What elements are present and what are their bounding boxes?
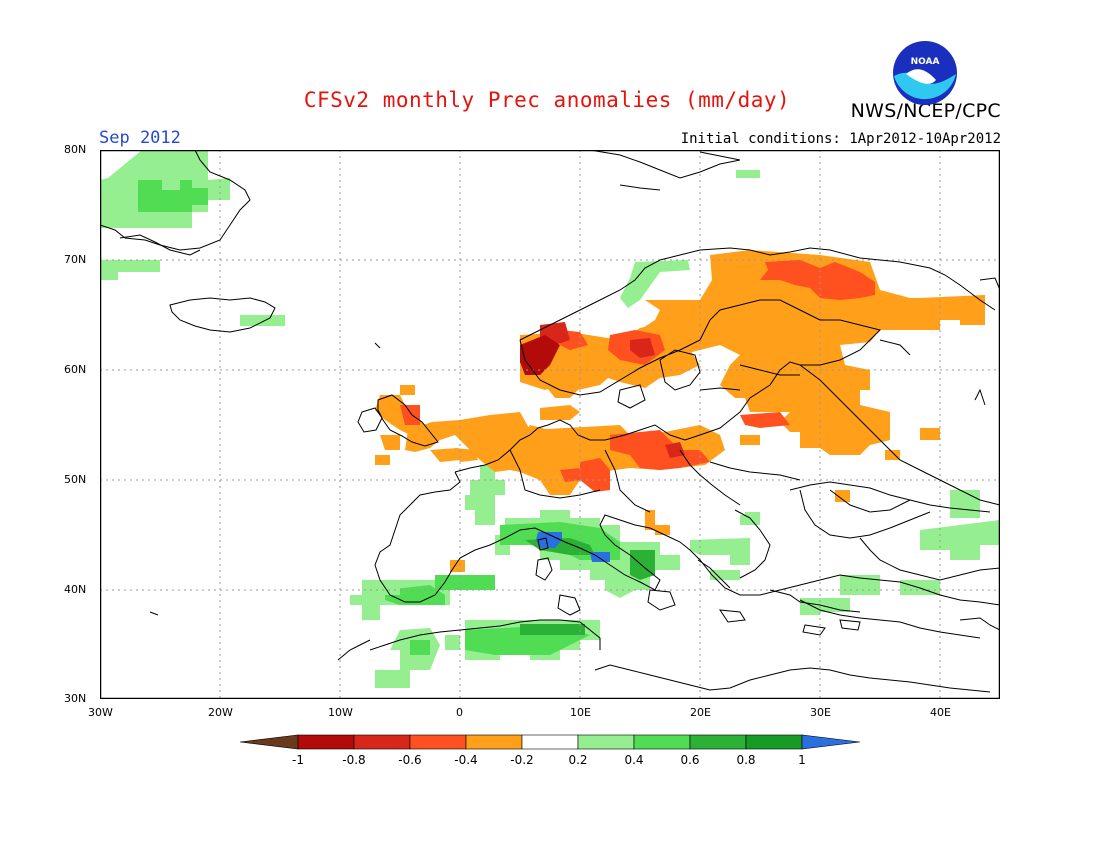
color-bar-box: [353, 734, 411, 750]
map-title: CFSv2 monthly Prec anomalies (mm/day): [303, 88, 791, 112]
color-bar-box: [465, 734, 523, 750]
wet-anomaly-areas: [100, 150, 1000, 688]
lon-tick-30e: 30E: [810, 706, 831, 719]
color-bar-box: [297, 734, 355, 750]
noaa-logo-icon: NOAA: [893, 41, 957, 105]
color-bar-label: 0.2: [568, 753, 587, 767]
lat-tick-50n: 50N: [64, 473, 87, 486]
color-bar-label: -0.8: [342, 753, 365, 767]
strong-dry-anomaly-areas: [400, 260, 875, 492]
precip-anomaly-map: [100, 150, 1000, 699]
color-bar-arrow-low: [239, 734, 299, 750]
color-bar-label: 0.6: [680, 753, 699, 767]
lat-tick-30n: 30N: [64, 692, 87, 705]
lon-tick-20e: 20E: [690, 706, 711, 719]
color-bar-legend: -1 -0.8 -0.6 -0.4 -0.2 0.2 0.4 0.6 0.8 1: [239, 734, 861, 767]
strong-wet-anomaly-areas: [536, 532, 610, 562]
lat-tick-70n: 70N: [64, 253, 87, 266]
graticule: [100, 150, 1000, 699]
lon-tick-20w: 20W: [208, 706, 233, 719]
color-bar-box: [633, 734, 691, 750]
agency-label: NWS/NCEP/CPC: [850, 100, 1001, 122]
color-bar-box: [409, 734, 467, 750]
lat-tick-40n: 40N: [64, 583, 87, 596]
map-frame: [100, 150, 1000, 699]
lon-tick-40e: 40E: [930, 706, 951, 719]
color-bar-boxes: [239, 734, 861, 750]
initial-conditions-label: Initial conditions: 1Apr2012-10Apr2012: [680, 131, 1001, 147]
color-bar-label: -0.6: [398, 753, 421, 767]
color-bar-label: 0.4: [624, 753, 643, 767]
color-bar-label: -1: [292, 753, 304, 767]
color-bar-label: 1: [798, 753, 806, 767]
color-bar-box: [689, 734, 747, 750]
color-bar-label: -0.2: [510, 753, 533, 767]
color-bar-label: 0.8: [736, 753, 755, 767]
color-bar-arrow-high: [801, 734, 861, 750]
lon-tick-10w: 10W: [328, 706, 353, 719]
lon-tick-10e: 10E: [570, 706, 591, 719]
color-bar-labels: -1 -0.8 -0.6 -0.4 -0.2 0.2 0.4 0.6 0.8 1: [292, 753, 806, 767]
lat-tick-80n: 80N: [64, 143, 87, 156]
color-bar-box: [577, 734, 635, 750]
noaa-logo-text: NOAA: [911, 57, 940, 67]
lat-tick-60n: 60N: [64, 363, 87, 376]
coastlines: [100, 150, 1000, 693]
color-bar-label: -0.4: [454, 753, 477, 767]
lon-tick-0: 0: [456, 706, 463, 719]
color-bar-box: [745, 734, 803, 750]
lon-tick-30w: 30W: [88, 706, 113, 719]
forecast-month-label: Sep 2012: [99, 128, 181, 148]
color-bar-box: [521, 734, 579, 750]
